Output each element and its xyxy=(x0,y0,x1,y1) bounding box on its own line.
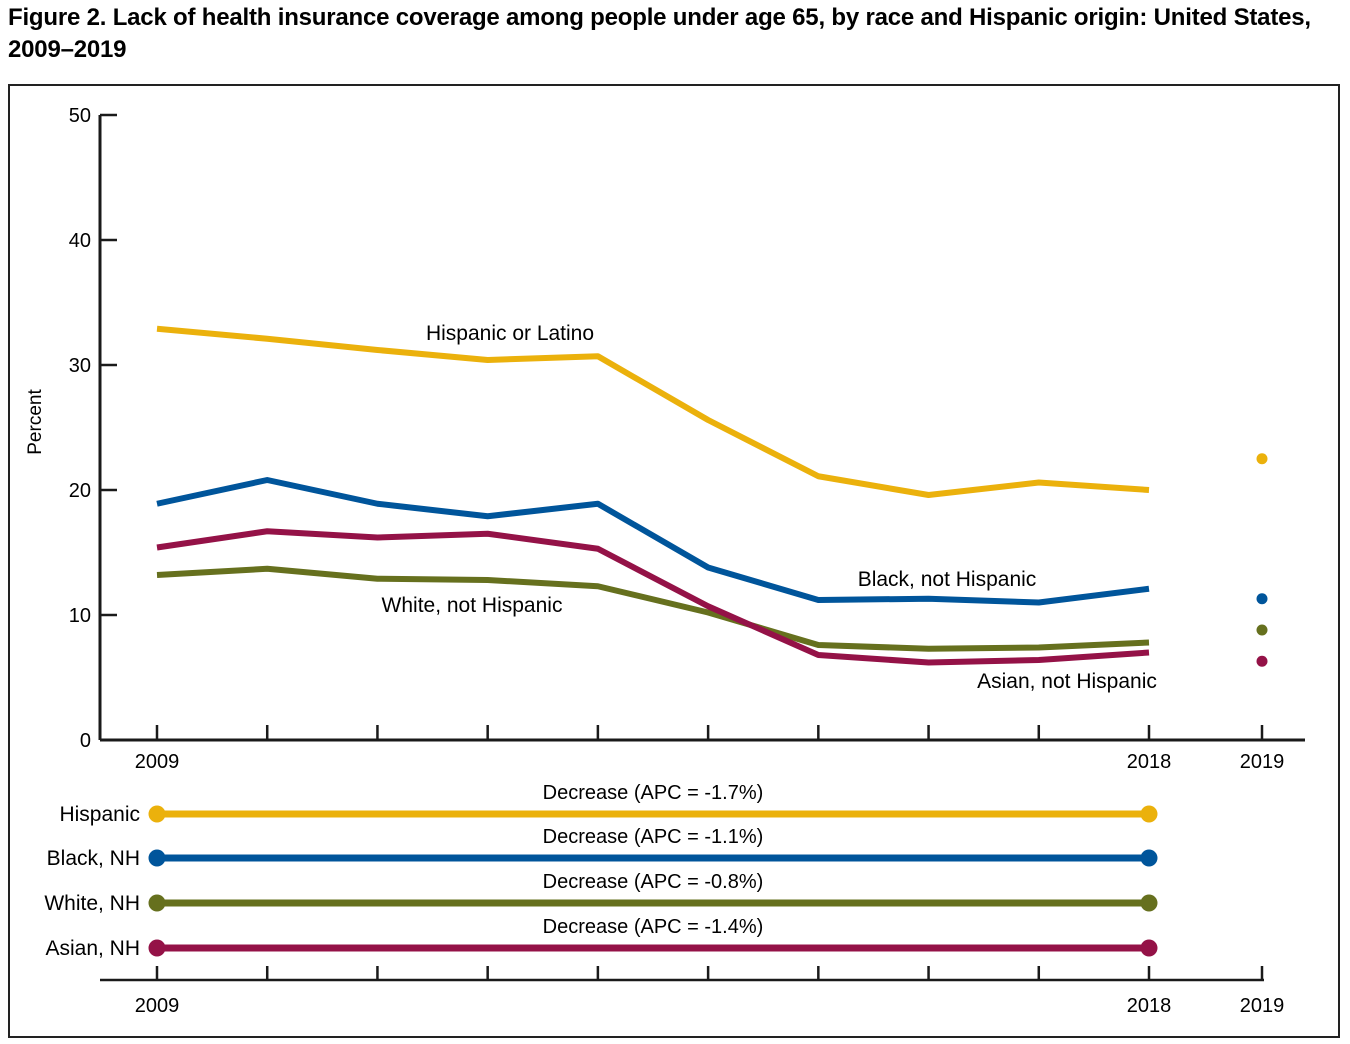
series-label-hispanic-or-latino: Hispanic or Latino xyxy=(426,322,594,345)
legend-dot-start-hispanic-or-latino xyxy=(148,805,166,823)
legend-dot-start-asian-not-hispanic xyxy=(148,939,166,957)
legend-dot-end-asian-not-hispanic xyxy=(1140,939,1158,957)
x-tick-label-2019: 2019 xyxy=(1240,751,1285,773)
x-tick-label-2009: 2009 xyxy=(135,751,180,773)
data-point-2019-black-not-hispanic xyxy=(1256,593,1268,605)
legend-apc-label-hispanic-or-latino: Decrease (APC = -1.7%) xyxy=(543,782,764,804)
y-tick-label: 20 xyxy=(69,480,91,502)
y-tick-label: 0 xyxy=(80,730,91,752)
legend-dot-end-white-not-hispanic xyxy=(1140,894,1158,912)
series-line-white-not-hispanic xyxy=(156,565,1150,652)
legend-apc-label-asian-not-hispanic: Decrease (APC = -1.4%) xyxy=(543,916,764,938)
timeline-label-2018: 2018 xyxy=(1127,995,1172,1017)
data-point-2019-white-not-hispanic xyxy=(1256,624,1268,636)
legend-apc-label-white-not-hispanic: Decrease (APC = -0.8%) xyxy=(543,871,764,893)
figure-title: Figure 2. Lack of health insurance cover… xyxy=(8,4,1311,63)
legend-label-black-not-hispanic: Black, NH xyxy=(47,847,140,870)
data-point-2019-asian-not-hispanic xyxy=(1256,655,1268,667)
legend-label-asian-not-hispanic: Asian, NH xyxy=(45,937,140,960)
y-tick-label: 10 xyxy=(69,605,91,627)
series-line-asian-not-hispanic xyxy=(156,528,1150,666)
legend-dot-end-black-not-hispanic xyxy=(1140,849,1158,867)
y-tick-label: 30 xyxy=(69,355,91,377)
legend-label-hispanic-or-latino: Hispanic xyxy=(59,803,140,826)
legend-dot-start-black-not-hispanic xyxy=(148,849,166,867)
x-tick-label-2018: 2018 xyxy=(1127,751,1172,773)
series-label-white-not-hispanic: White, not Hispanic xyxy=(382,594,563,617)
data-point-2019-hispanic-or-latino xyxy=(1256,453,1268,465)
legend-label-white-not-hispanic: White, NH xyxy=(44,892,140,915)
series-line-hispanic-or-latino xyxy=(156,325,1150,498)
series-line-black-not-hispanic xyxy=(156,477,1150,606)
timeline-label-2019: 2019 xyxy=(1240,995,1285,1017)
y-axis-title: Percent xyxy=(25,389,46,455)
series-label-asian-not-hispanic: Asian, not Hispanic xyxy=(977,670,1157,693)
figure-frame xyxy=(8,84,1340,1038)
y-tick-label: 40 xyxy=(69,230,91,252)
series-label-black-not-hispanic: Black, not Hispanic xyxy=(858,568,1037,591)
y-tick-label: 50 xyxy=(69,105,91,127)
legend-dot-start-white-not-hispanic xyxy=(148,894,166,912)
legend-dot-end-hispanic-or-latino xyxy=(1140,805,1158,823)
legend-apc-label-black-not-hispanic: Decrease (APC = -1.1%) xyxy=(543,826,764,848)
timeline-label-2009: 2009 xyxy=(135,995,180,1017)
